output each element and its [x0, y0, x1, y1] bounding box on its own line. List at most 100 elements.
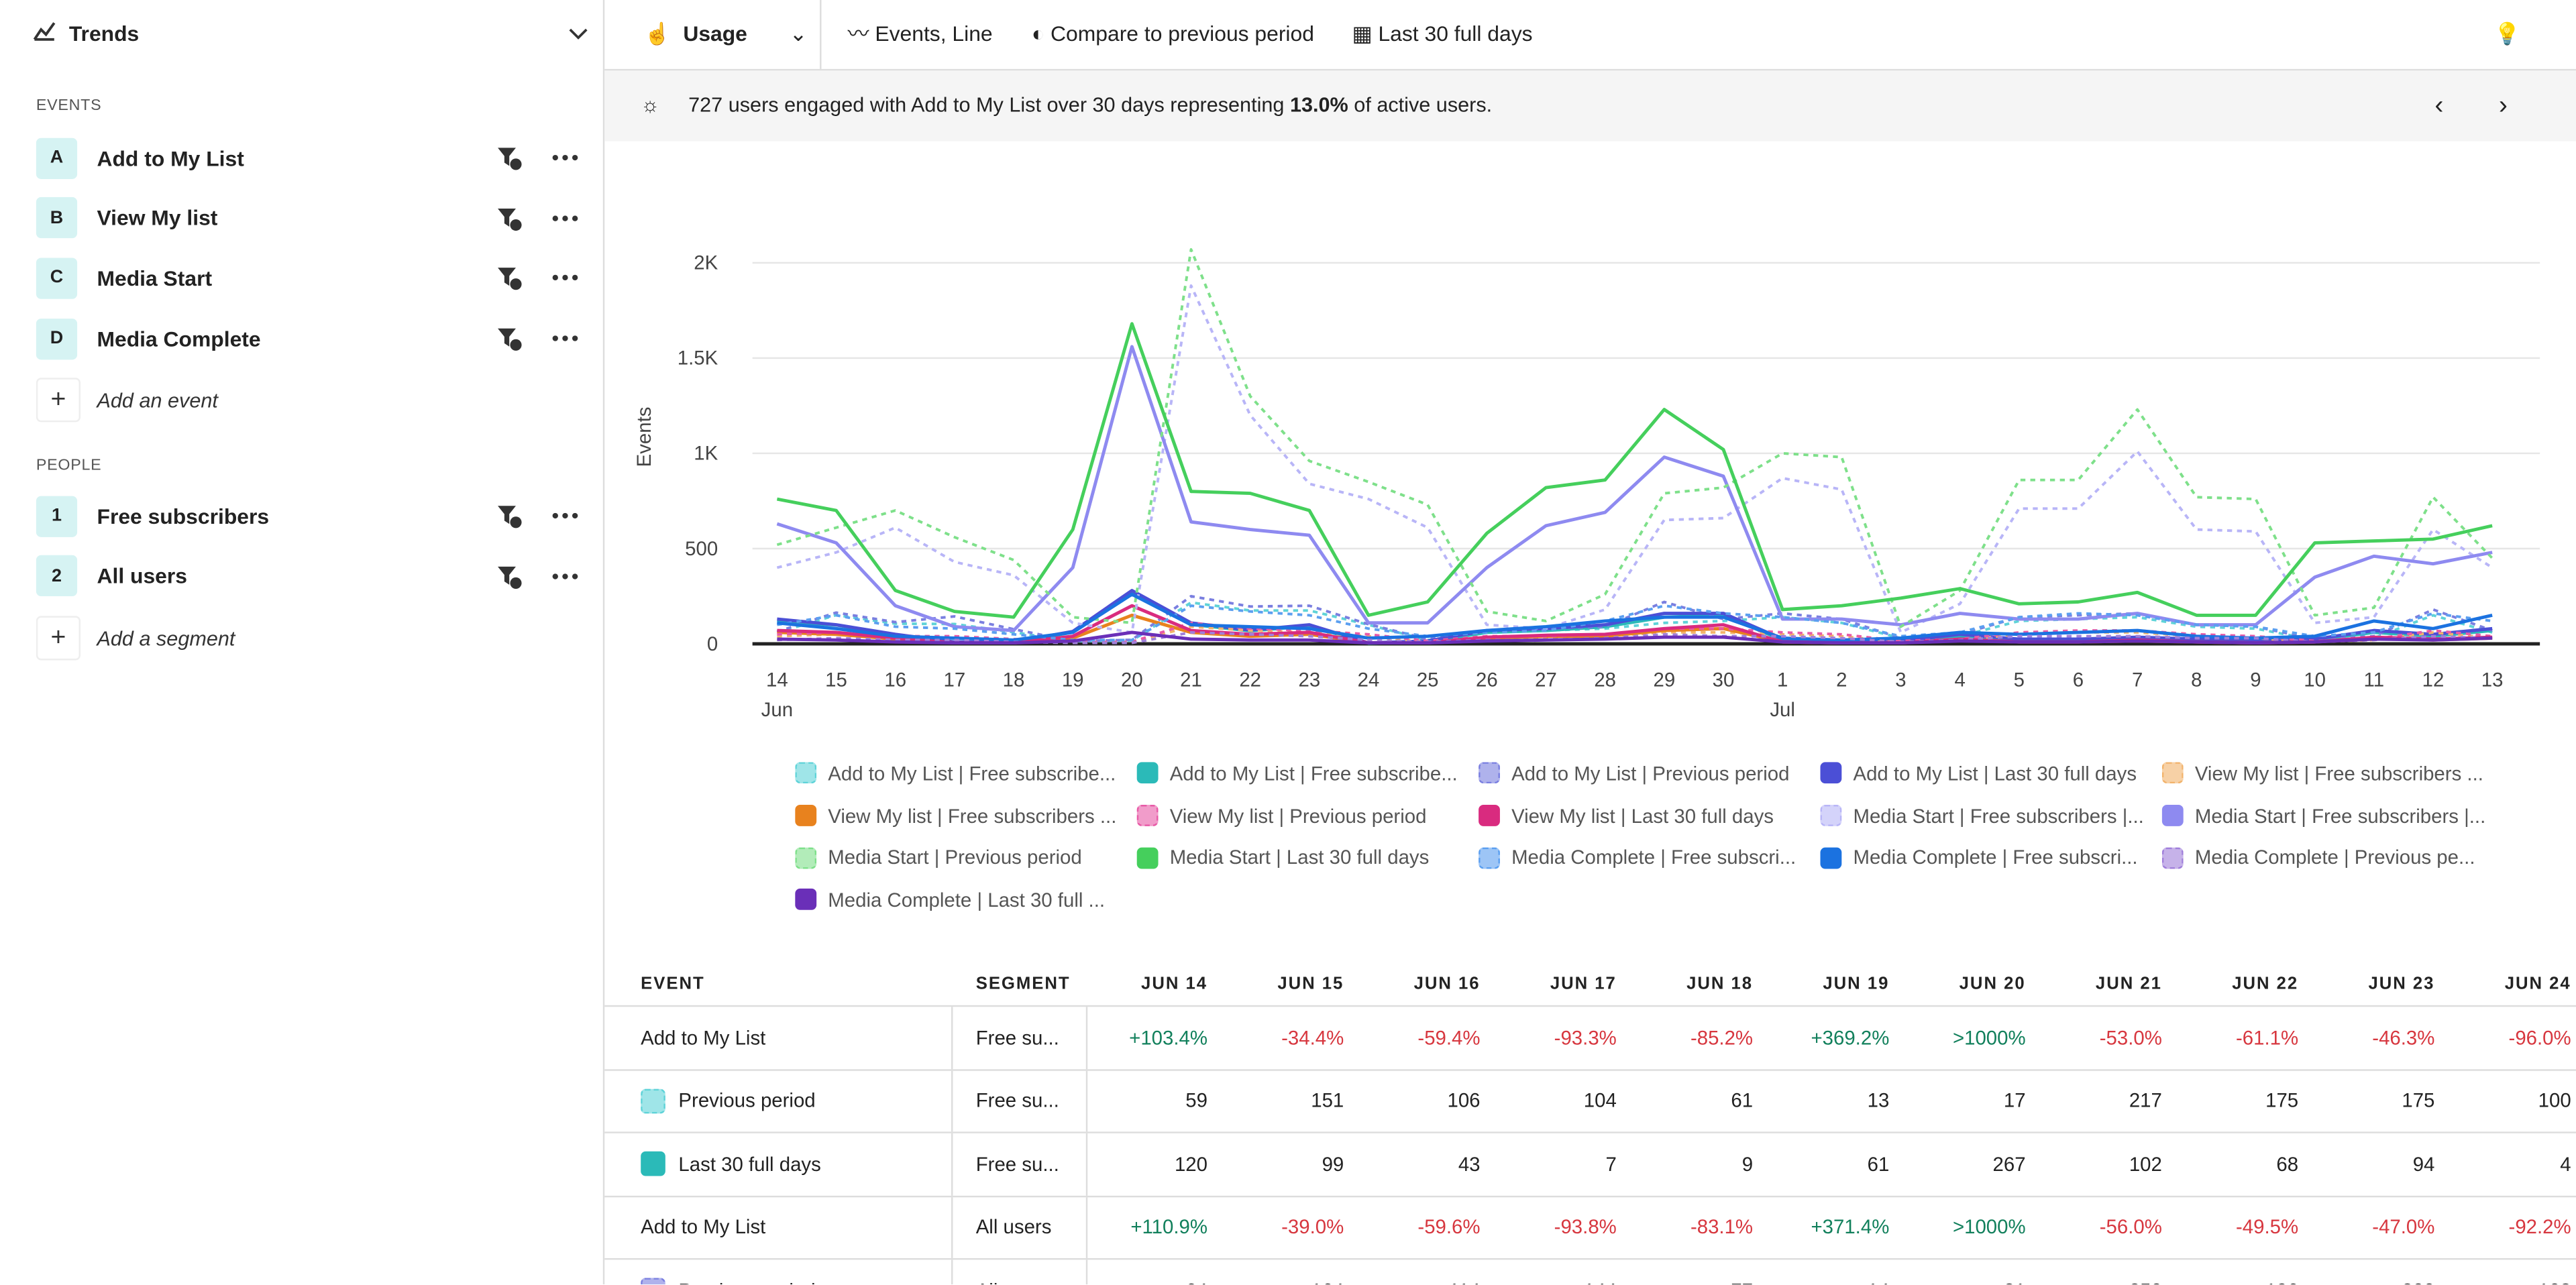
label: Free subscribers [97, 503, 270, 528]
label: Add to My List [97, 145, 244, 170]
filter-button[interactable] [496, 325, 523, 351]
legend-item[interactable]: Add to My List | Free subscribe... [795, 752, 1136, 795]
table-row: Previous period Free su... 59 151 106 104 61 13… [604, 1070, 2576, 1133]
cell-text: +371.4% [1811, 1215, 1890, 1239]
x-tick-label: 13 [2481, 669, 2504, 691]
value-cell: +110.9% [1087, 1196, 1208, 1258]
y-tick-label: 500 [685, 538, 718, 560]
cell-text: +103.4% [1129, 1026, 1208, 1050]
next-button[interactable]: › [2498, 92, 2508, 120]
column-header: JUN 16 [1413, 973, 1481, 993]
insights-toggle[interactable]: 💡 [2493, 21, 2521, 46]
legend-item[interactable]: Media Start | Last 30 full days [1136, 836, 1479, 879]
legend-item[interactable]: Media Complete | Previous pe... [2161, 836, 2504, 879]
event-cell: Last 30 full days [641, 1133, 821, 1195]
value-cell: 164 [1224, 1260, 1344, 1284]
chevron[interactable] [568, 26, 588, 42]
divider [951, 1007, 953, 1069]
legend-item[interactable]: Media Complete | Free subscri... [1479, 836, 1820, 879]
panel-title[interactable]: Trends [33, 0, 139, 69]
filter-button[interactable] [496, 205, 523, 231]
table-row: Previous period All users 64 164 114 144 77 14 2… [604, 1260, 2576, 1285]
more-button[interactable] [552, 153, 578, 163]
cell-text: Free su... [975, 1152, 1059, 1176]
sidebar-item[interactable]: B View My list [36, 197, 578, 239]
icon [510, 219, 522, 231]
cell-text: All users [976, 1279, 1052, 1284]
legend-item[interactable]: Media Complete | Last 30 full ... [795, 879, 1136, 921]
add-event[interactable]: + Add an event [36, 378, 218, 423]
more-button[interactable] [552, 511, 578, 521]
legend-item[interactable]: Add to My List | Last 30 full days [1820, 752, 2161, 795]
date-range[interactable]: ▦ Last 30 full days [1352, 21, 1533, 46]
segment-cell: Free su... [976, 1133, 1059, 1195]
cell-text: 151 [1311, 1089, 1344, 1113]
x-tick-label: 1 [1777, 669, 1788, 691]
table-row: Add to My List••• Free su... +103.4% -34.4%… [604, 1007, 2576, 1070]
label: Last 30 full days [1378, 21, 1533, 46]
more-button[interactable] [552, 571, 578, 581]
badge: A [36, 137, 78, 178]
compare[interactable]: ◐ Compare to previous period [1031, 21, 1314, 46]
column-header: JUN 20 [1959, 973, 2026, 993]
sidebar-item[interactable]: 1 Free subscribers [36, 494, 578, 537]
legend-item[interactable]: Add to My List | Previous period [1479, 752, 1820, 795]
value-cell: >1000% [1906, 1196, 2026, 1258]
more-button[interactable] [552, 213, 578, 223]
legend-item[interactable]: Media Start | Previous period [795, 836, 1136, 879]
cell-text: -83.1% [1690, 1215, 1754, 1239]
legend-item[interactable]: View My list | Free subscribers ... [795, 795, 1136, 837]
column-header: JUN 19 [1823, 973, 1890, 993]
legend-item[interactable]: Media Complete | Free subscri... [1820, 836, 2161, 879]
filter-button[interactable] [496, 502, 523, 528]
prev-button[interactable]: ‹ [2434, 92, 2444, 120]
value-cell: -39.0% [1224, 1196, 1344, 1258]
divider [1085, 1133, 1088, 1195]
legend-label: Media Complete | Last 30 full ... [828, 888, 1106, 911]
sidebar-item[interactable]: C Media Start [36, 257, 578, 300]
x-tick-label: 8 [2191, 669, 2202, 691]
icon [552, 573, 558, 579]
value-cell: 217 [2042, 1070, 2162, 1132]
view-picker[interactable]: ☝ Usage ⌄ [644, 21, 808, 46]
column-header: EVENT [641, 973, 705, 993]
legend-label: Media Start | Free subscribers |... [1853, 803, 2144, 828]
sidebar-item[interactable]: A Add to My List [36, 136, 578, 179]
legend-item[interactable]: View My list | Last 30 full days [1479, 795, 1820, 837]
value-cell: 13 [1770, 1070, 1890, 1132]
x-tick-label: 11 [2364, 669, 2385, 691]
cell-text: -93.3% [1554, 1026, 1617, 1050]
legend-swatch [795, 889, 817, 911]
legend-item[interactable]: View My list | Previous period [1136, 795, 1479, 837]
value-cell: 61 [1633, 1070, 1753, 1132]
x-tick-label: 24 [1358, 669, 1380, 691]
chart-type[interactable]: 〰 Events, Line [847, 21, 993, 46]
x-tick-label: 26 [1476, 669, 1498, 691]
x-tick-label: 14 [766, 669, 788, 691]
legend-item[interactable]: Media Start | Free subscribers |... [2161, 795, 2504, 837]
filter-button[interactable] [496, 563, 523, 589]
more-button[interactable] [552, 273, 578, 283]
icon [562, 512, 568, 519]
cell-text: 196 [2265, 1279, 2298, 1284]
legend-item[interactable]: Media Start | Free subscribers |... [1820, 795, 2161, 837]
icon [510, 577, 522, 589]
add-segment[interactable]: + Add a segment [36, 616, 235, 661]
legend-item[interactable]: Add to My List | Free subscribe... [1136, 752, 1479, 795]
divider [1085, 1260, 1088, 1285]
more-button[interactable] [552, 333, 578, 343]
icon [498, 208, 516, 227]
sidebar-item[interactable]: D Media Complete [36, 317, 578, 360]
value-cell: -59.6% [1360, 1196, 1480, 1258]
legend-swatch [1820, 846, 1842, 869]
x-tick-label: 18 [1003, 669, 1025, 691]
legend-swatch [1820, 763, 1842, 785]
divider [1085, 1007, 1088, 1069]
legend-label: Add to My List | Last 30 full days [1853, 761, 2137, 785]
column-header: JUN 18 [1686, 973, 1754, 993]
legend-item[interactable]: View My list | Free subscribers ... [2161, 752, 2504, 795]
filter-button[interactable] [496, 145, 523, 171]
filter-button[interactable] [496, 265, 523, 291]
sidebar-item[interactable]: 2 All users [36, 555, 578, 598]
cell-text: 175 [2402, 1089, 2435, 1113]
